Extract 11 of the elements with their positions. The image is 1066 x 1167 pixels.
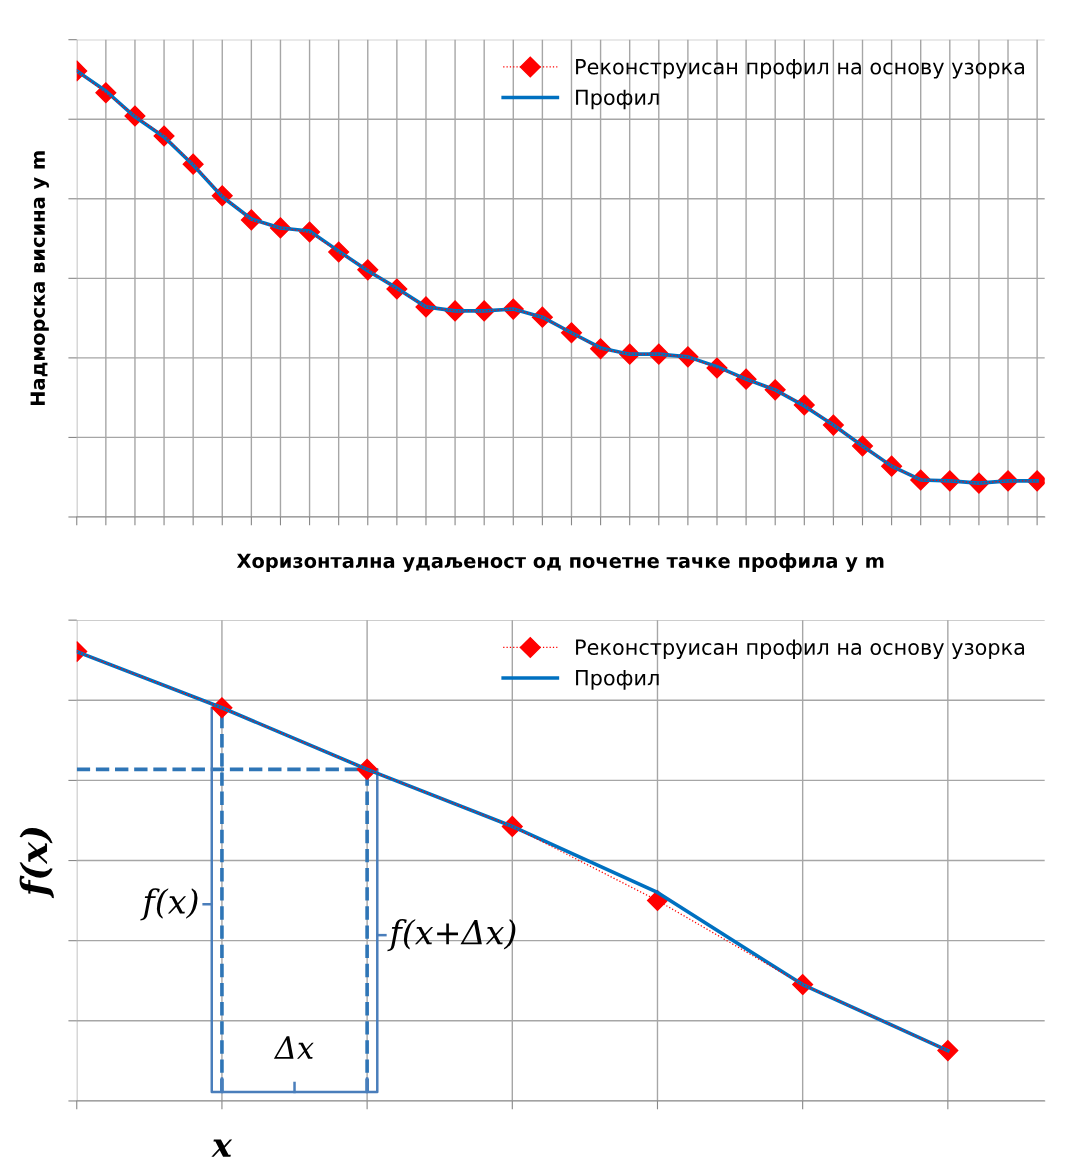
legend-label: Профил: [576, 670, 659, 690]
annotation: Δx: [273, 1036, 314, 1059]
legend-label: Реконструисан профил на основу узорка: [576, 639, 1025, 660]
annotation: f(x+Δx): [387, 919, 516, 952]
y-axis-title: f(x): [19, 827, 54, 899]
y-axis-title: Надморска висина у m: [30, 151, 49, 406]
text: x: [211, 1139, 233, 1157]
annotation: f(x): [140, 888, 198, 921]
legend-label: Реконструисан профил на основу узорка: [576, 59, 1025, 79]
legend-label: Профил: [576, 89, 659, 110]
x-axis-title: Хоризонтална удаљеност од почетне тачке профила у m: [236, 553, 884, 573]
